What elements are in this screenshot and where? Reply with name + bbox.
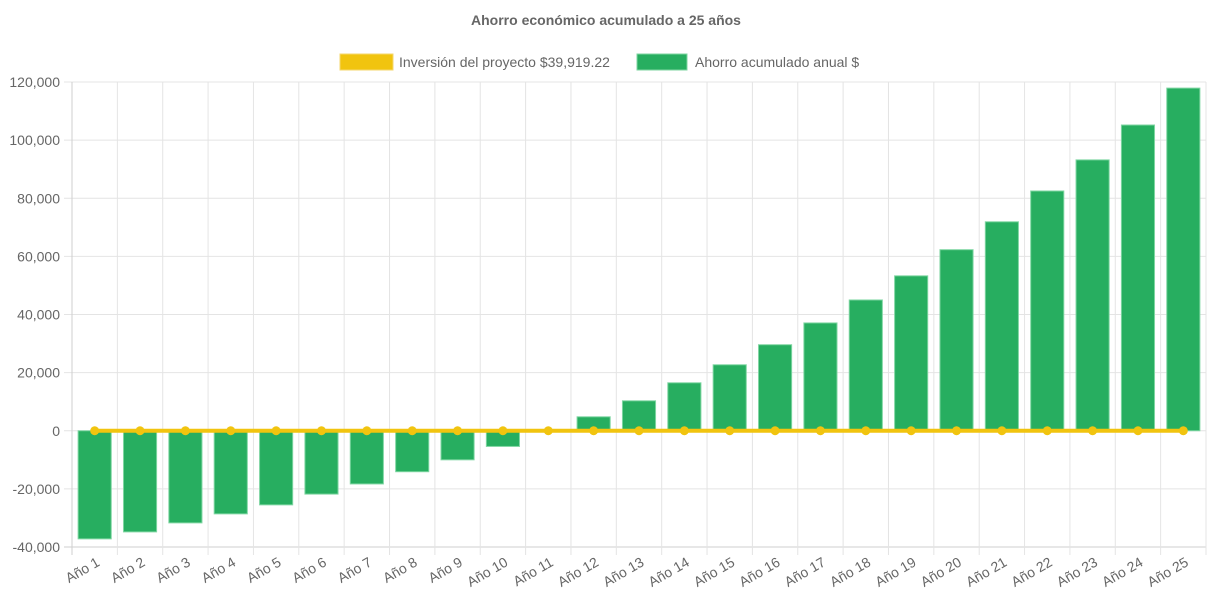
bar[interactable] <box>395 430 430 473</box>
investment-point[interactable] <box>952 426 962 436</box>
x-tick-label: Año 10 <box>464 554 511 590</box>
investment-point[interactable] <box>997 426 1007 436</box>
bar[interactable] <box>712 364 747 432</box>
x-tick-label: Año 1 <box>62 554 102 586</box>
bar[interactable] <box>667 382 702 432</box>
bar[interactable] <box>304 430 339 495</box>
grid <box>64 81 1207 555</box>
x-tick-label: Año 13 <box>600 554 647 590</box>
investment-point[interactable] <box>498 426 508 436</box>
x-tick-label: Año 17 <box>782 554 829 590</box>
bar[interactable] <box>1075 159 1110 432</box>
investment-point[interactable] <box>407 426 417 436</box>
investment-point[interactable] <box>589 426 599 436</box>
x-tick-label: Año 4 <box>199 554 239 586</box>
bars <box>77 87 1201 540</box>
x-tick-label: Año 19 <box>872 554 919 590</box>
y-tick-label: 100,000 <box>9 132 60 148</box>
bar[interactable] <box>621 400 657 432</box>
investment-point[interactable] <box>634 426 644 436</box>
x-tick-label: Año 24 <box>1099 554 1146 590</box>
bar[interactable] <box>939 249 974 432</box>
bar[interactable] <box>213 430 248 515</box>
x-tick-label: Año 21 <box>963 554 1010 590</box>
x-tick-label: Año 11 <box>510 554 556 590</box>
y-tick-label: 0 <box>52 423 60 439</box>
chart-title: Ahorro económico acumulado a 25 años <box>471 12 741 28</box>
x-tick-label: Año 12 <box>555 554 602 590</box>
bar[interactable] <box>168 430 203 524</box>
x-tick-label: Año 7 <box>335 554 375 586</box>
bar[interactable] <box>803 322 838 432</box>
x-tick-label: Año 16 <box>736 554 783 590</box>
x-tick-label: Año 8 <box>380 554 420 586</box>
y-tick-label: 20,000 <box>17 365 60 381</box>
x-tick-label: Año 2 <box>108 554 148 586</box>
bar[interactable] <box>848 299 883 432</box>
investment-point[interactable] <box>861 426 871 436</box>
bar[interactable] <box>984 221 1019 432</box>
y-tick-label: 60,000 <box>17 248 60 264</box>
x-tick-label: Año 25 <box>1144 554 1191 590</box>
bar[interactable] <box>1030 190 1065 432</box>
legend-label-investment: Inversión del proyecto $39,919.22 <box>399 54 610 70</box>
x-tick-label: Año 14 <box>645 554 692 590</box>
investment-point[interactable] <box>543 426 553 436</box>
legend-item-investment[interactable]: Inversión del proyecto $39,919.22 <box>339 53 610 71</box>
bar[interactable] <box>259 430 294 506</box>
x-tick-label: Año 22 <box>1008 554 1055 590</box>
y-tick-label: -40,000 <box>13 539 61 555</box>
investment-point[interactable] <box>90 426 100 436</box>
x-tick-label: Año 15 <box>691 554 738 590</box>
x-axis: Año 1 Año 2 Año 3 Año 4 Año 5 Año 6 Año 7 Año 8… <box>62 554 1191 590</box>
investment-point[interactable] <box>1042 426 1052 436</box>
investment-point[interactable] <box>725 426 735 436</box>
investment-point[interactable] <box>1178 426 1188 436</box>
bar[interactable] <box>77 430 112 540</box>
legend-item-savings[interactable]: Ahorro acumulado anual $ <box>636 53 859 71</box>
investment-point[interactable] <box>135 426 145 436</box>
x-tick-label: Año 9 <box>425 554 465 586</box>
bar[interactable] <box>122 430 158 533</box>
investment-point[interactable] <box>906 426 916 436</box>
x-tick-label: Año 5 <box>244 554 284 586</box>
investment-point[interactable] <box>453 426 463 436</box>
y-tick-label: -20,000 <box>13 481 61 497</box>
y-tick-label: 120,000 <box>9 74 60 90</box>
investment-point[interactable] <box>679 426 689 436</box>
bar[interactable] <box>758 344 793 432</box>
x-tick-label: Año 20 <box>918 554 965 590</box>
investment-point[interactable] <box>815 426 825 436</box>
investment-point[interactable] <box>770 426 780 436</box>
investment-point[interactable] <box>1088 426 1098 436</box>
x-tick-label: Año 23 <box>1054 554 1101 590</box>
x-tick-label: Año 3 <box>153 554 193 586</box>
y-axis: -40,000 -20,000 0 20,000 40,000 60,000 80,000 1… <box>9 74 60 555</box>
legend: Inversión del proyecto $39,919.22 Ahorro… <box>339 53 859 71</box>
investment-point[interactable] <box>1133 426 1143 436</box>
bar[interactable] <box>1120 124 1156 432</box>
x-tick-label: Año 18 <box>827 554 874 590</box>
x-tick-label: Año 6 <box>289 554 329 586</box>
investment-point[interactable] <box>180 426 190 436</box>
investment-line <box>90 426 1188 436</box>
investment-point[interactable] <box>271 426 281 436</box>
bar[interactable] <box>1166 87 1201 432</box>
y-tick-label: 40,000 <box>17 307 60 323</box>
legend-swatch-savings <box>636 53 688 71</box>
y-tick-label: 80,000 <box>17 190 60 206</box>
investment-point[interactable] <box>362 426 372 436</box>
bar[interactable] <box>894 275 929 432</box>
investment-point[interactable] <box>316 426 326 436</box>
investment-point[interactable] <box>226 426 236 436</box>
legend-label-savings: Ahorro acumulado anual $ <box>695 54 859 70</box>
bar[interactable] <box>349 430 384 485</box>
legend-swatch-investment <box>339 53 394 71</box>
